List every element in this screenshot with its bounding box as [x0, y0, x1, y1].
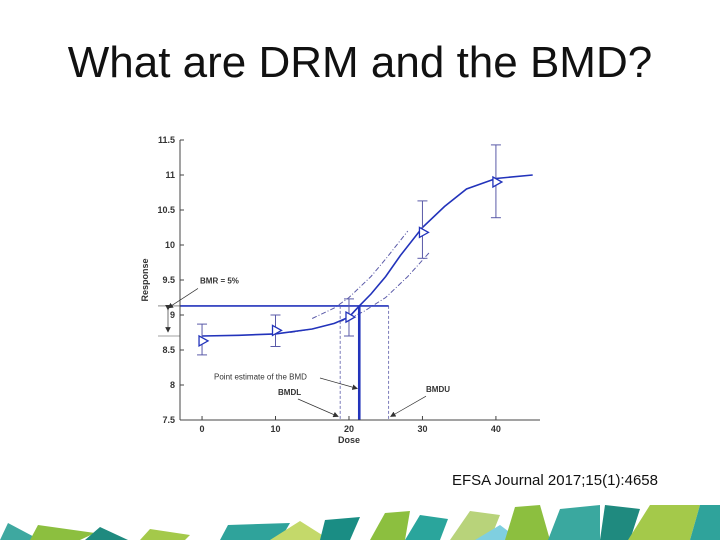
- band-shape: [220, 523, 290, 540]
- data-point: [418, 226, 430, 239]
- data-point: [271, 324, 283, 337]
- y-tick-label: 9: [170, 310, 175, 320]
- x-tick-label: 30: [417, 424, 427, 434]
- fitted-dose-response-curve: [201, 174, 533, 337]
- bmdu-label: BMDU: [426, 385, 450, 394]
- band-shape: [690, 505, 720, 540]
- band-shape: [405, 515, 448, 540]
- x-tick-label: 10: [271, 424, 281, 434]
- x-axis-label: Dose: [338, 435, 360, 445]
- band-shape: [600, 505, 640, 540]
- y-tick-label: 10.5: [157, 205, 175, 215]
- bmr-arrow: [167, 288, 199, 309]
- band-shape: [548, 505, 600, 540]
- band-shape: [370, 511, 410, 540]
- bmdu-arrow: [390, 395, 427, 417]
- bmr-label: BMR = 5%: [200, 277, 239, 286]
- dose-response-chart: 7.5 8 8.5 9 9.5 10 10.5 11 11.5 0 10 20 30 40 Dose Resp…: [140, 135, 540, 445]
- y-tick-label: 11: [165, 170, 175, 180]
- y-tick-label: 11.5: [158, 135, 175, 145]
- upper-confidence-bound: [311, 230, 409, 319]
- y-tick-label: 9.5: [162, 275, 175, 285]
- y-axis-label: Response: [140, 258, 150, 301]
- band-shape: [628, 505, 700, 540]
- band-shape: [505, 505, 550, 540]
- band-shape: [0, 523, 40, 540]
- y-tick-label: 7.5: [162, 415, 175, 425]
- x-tick-label: 0: [200, 424, 205, 434]
- band-shape: [85, 527, 128, 540]
- data-point: [492, 175, 504, 189]
- bmdl-label: BMDL: [278, 388, 301, 397]
- page-title: What are DRM and the BMD?: [67, 38, 653, 87]
- band-shape: [270, 521, 330, 540]
- data-point: [198, 334, 210, 348]
- x-tick-label: 20: [344, 424, 354, 434]
- citation: EFSA Journal 2017;15(1):4658: [452, 472, 658, 489]
- point-estimate-label: Point estimate of the BMD: [214, 372, 307, 381]
- y-tick-label: 10: [165, 240, 175, 250]
- x-tick-label: 40: [491, 424, 501, 434]
- data-point: [345, 310, 357, 324]
- y-tick-label: 8.5: [162, 345, 175, 355]
- band-shape: [140, 529, 190, 540]
- band-shape: [30, 525, 95, 540]
- y-tick-label: 8: [170, 380, 175, 390]
- bmdl-arrow: [297, 398, 339, 418]
- decorative-bottom-band: [0, 505, 720, 540]
- band-shape: [320, 517, 360, 540]
- point-estimate-arrow: [319, 377, 358, 390]
